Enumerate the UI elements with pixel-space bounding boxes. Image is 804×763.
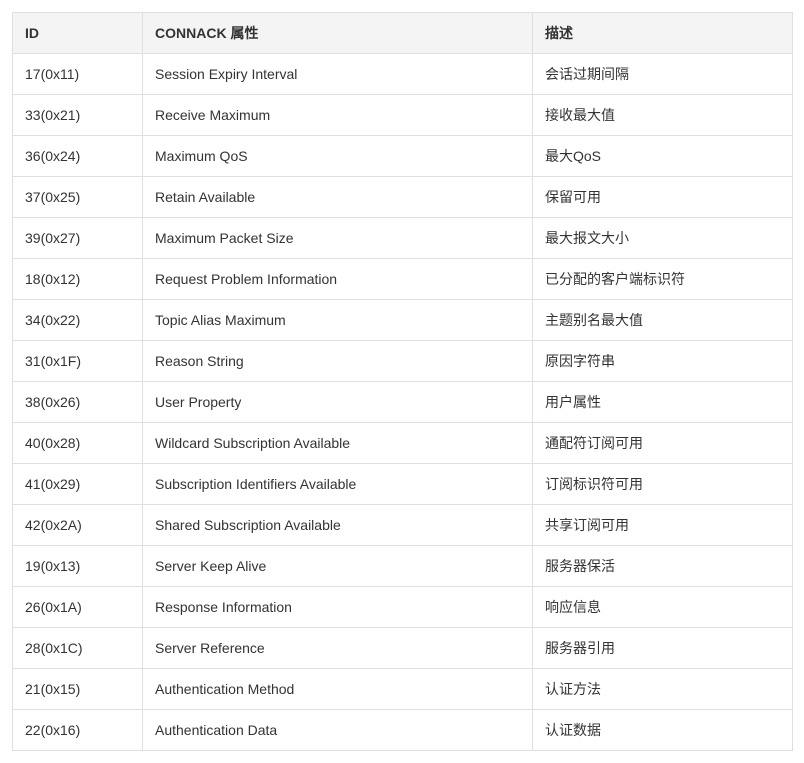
cell-id: 17(0x11) (13, 54, 143, 95)
cell-id: 26(0x1A) (13, 587, 143, 628)
cell-prop: Topic Alias Maximum (143, 300, 533, 341)
cell-id: 31(0x1F) (13, 341, 143, 382)
table-row: 28(0x1C)Server Reference服务器引用 (13, 628, 793, 669)
cell-id: 34(0x22) (13, 300, 143, 341)
cell-prop: Reason String (143, 341, 533, 382)
cell-desc: 最大报文大小 (533, 218, 793, 259)
cell-desc: 共享订阅可用 (533, 505, 793, 546)
table-row: 41(0x29)Subscription Identifiers Availab… (13, 464, 793, 505)
cell-id: 39(0x27) (13, 218, 143, 259)
cell-id: 18(0x12) (13, 259, 143, 300)
cell-prop: Subscription Identifiers Available (143, 464, 533, 505)
cell-desc: 保留可用 (533, 177, 793, 218)
cell-desc: 服务器保活 (533, 546, 793, 587)
table-row: 22(0x16)Authentication Data认证数据 (13, 710, 793, 751)
table-row: 19(0x13)Server Keep Alive服务器保活 (13, 546, 793, 587)
cell-desc: 主题别名最大值 (533, 300, 793, 341)
cell-prop: Maximum QoS (143, 136, 533, 177)
cell-prop: Wildcard Subscription Available (143, 423, 533, 464)
table-row: 31(0x1F)Reason String原因字符串 (13, 341, 793, 382)
table-row: 37(0x25)Retain Available保留可用 (13, 177, 793, 218)
table-row: 26(0x1A)Response Information响应信息 (13, 587, 793, 628)
cell-prop: Response Information (143, 587, 533, 628)
cell-desc: 接收最大值 (533, 95, 793, 136)
cell-prop: User Property (143, 382, 533, 423)
table-row: 34(0x22)Topic Alias Maximum主题别名最大值 (13, 300, 793, 341)
cell-id: 36(0x24) (13, 136, 143, 177)
cell-id: 42(0x2A) (13, 505, 143, 546)
cell-desc: 认证数据 (533, 710, 793, 751)
cell-prop: Receive Maximum (143, 95, 533, 136)
cell-desc: 原因字符串 (533, 341, 793, 382)
table-row: 36(0x24)Maximum QoS最大QoS (13, 136, 793, 177)
col-header-id: ID (13, 13, 143, 54)
table-row: 42(0x2A)Shared Subscription Available共享订… (13, 505, 793, 546)
cell-prop: Request Problem Information (143, 259, 533, 300)
cell-id: 38(0x26) (13, 382, 143, 423)
connack-properties-table: ID CONNACK 属性 描述 17(0x11)Session Expiry … (12, 12, 793, 751)
cell-id: 40(0x28) (13, 423, 143, 464)
table-row: 18(0x12)Request Problem Information已分配的客… (13, 259, 793, 300)
table-row: 38(0x26)User Property用户属性 (13, 382, 793, 423)
cell-desc: 服务器引用 (533, 628, 793, 669)
cell-id: 19(0x13) (13, 546, 143, 587)
cell-id: 28(0x1C) (13, 628, 143, 669)
cell-desc: 已分配的客户端标识符 (533, 259, 793, 300)
table-row: 39(0x27)Maximum Packet Size最大报文大小 (13, 218, 793, 259)
table-row: 33(0x21)Receive Maximum接收最大值 (13, 95, 793, 136)
cell-prop: Authentication Data (143, 710, 533, 751)
cell-id: 41(0x29) (13, 464, 143, 505)
cell-desc: 响应信息 (533, 587, 793, 628)
cell-id: 21(0x15) (13, 669, 143, 710)
cell-desc: 用户属性 (533, 382, 793, 423)
col-header-desc: 描述 (533, 13, 793, 54)
col-header-prop: CONNACK 属性 (143, 13, 533, 54)
cell-prop: Maximum Packet Size (143, 218, 533, 259)
cell-desc: 通配符订阅可用 (533, 423, 793, 464)
table-row: 40(0x28)Wildcard Subscription Available通… (13, 423, 793, 464)
cell-prop: Session Expiry Interval (143, 54, 533, 95)
cell-prop: Authentication Method (143, 669, 533, 710)
cell-prop: Server Keep Alive (143, 546, 533, 587)
cell-prop: Server Reference (143, 628, 533, 669)
table-row: 21(0x15)Authentication Method认证方法 (13, 669, 793, 710)
cell-desc: 会话过期间隔 (533, 54, 793, 95)
cell-id: 33(0x21) (13, 95, 143, 136)
cell-id: 22(0x16) (13, 710, 143, 751)
cell-desc: 认证方法 (533, 669, 793, 710)
cell-desc: 最大QoS (533, 136, 793, 177)
cell-prop: Shared Subscription Available (143, 505, 533, 546)
table-row: 17(0x11)Session Expiry Interval会话过期间隔 (13, 54, 793, 95)
cell-prop: Retain Available (143, 177, 533, 218)
cell-id: 37(0x25) (13, 177, 143, 218)
cell-desc: 订阅标识符可用 (533, 464, 793, 505)
table-body: 17(0x11)Session Expiry Interval会话过期间隔 33… (13, 54, 793, 751)
table-header-row: ID CONNACK 属性 描述 (13, 13, 793, 54)
